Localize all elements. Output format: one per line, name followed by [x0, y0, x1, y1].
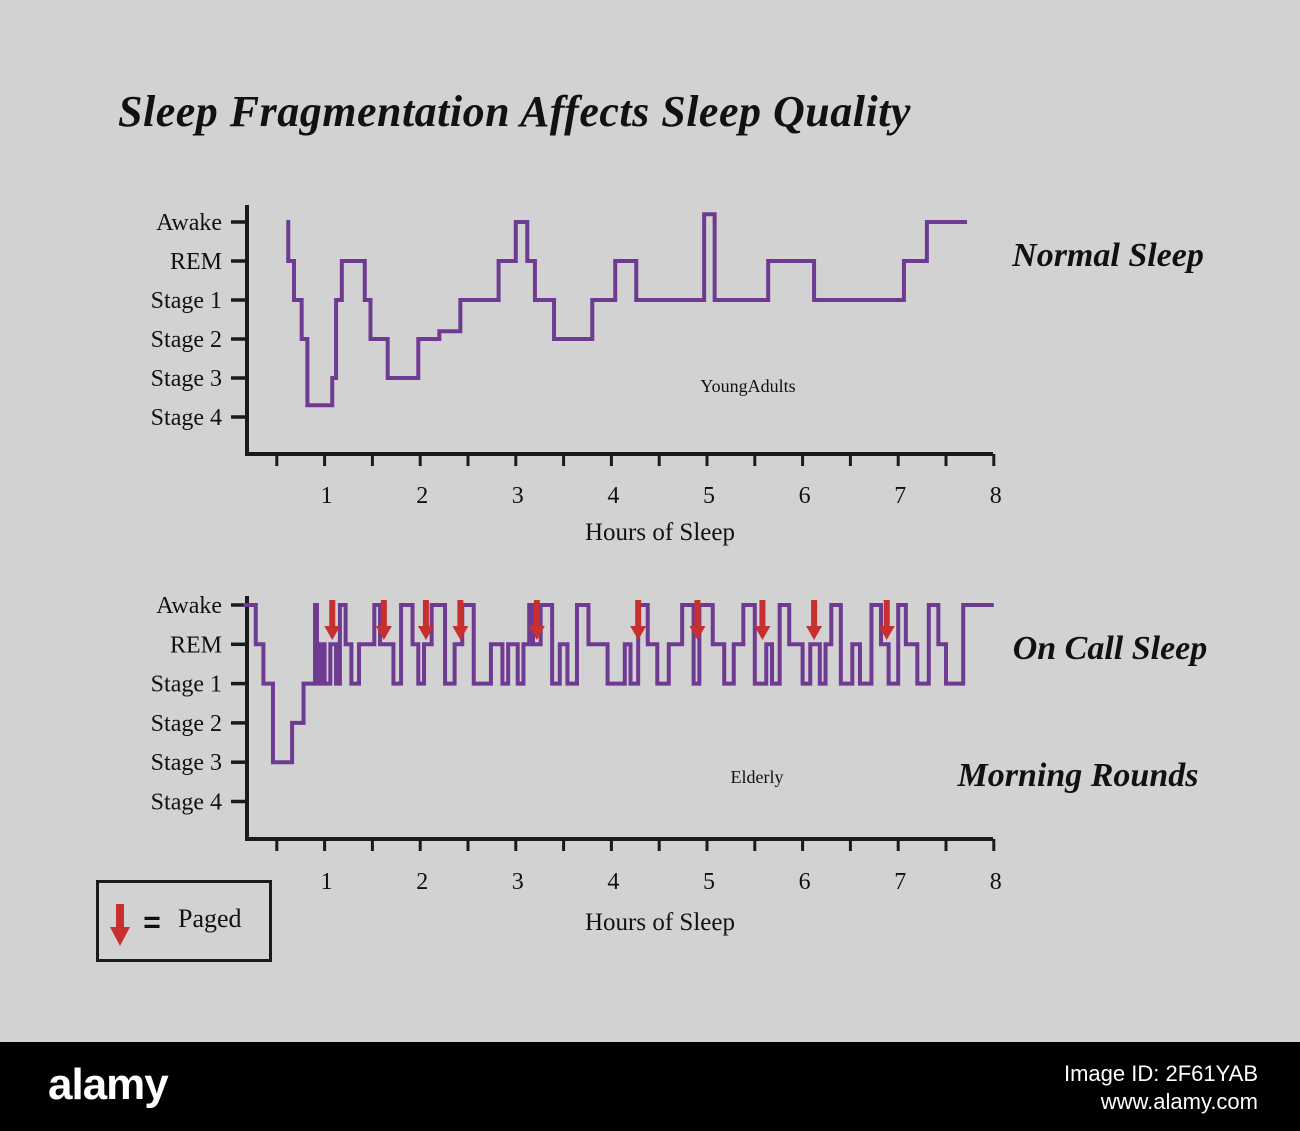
paged-arrow-marker: [375, 600, 392, 640]
paged-arrow-marker: [630, 600, 647, 640]
x-tick-label: 6: [799, 869, 811, 895]
hypnogram-line: [243, 603, 994, 765]
y-tick-label: Stage 4: [151, 790, 222, 816]
x-tick-label: 3: [512, 483, 524, 509]
footer-id: Image ID: 2F61YAB www.alamy.com: [1064, 1060, 1258, 1116]
hypnogram-line: [286, 212, 968, 408]
panel-annotation: Elderly: [731, 767, 784, 787]
x-tick-label: 1: [321, 869, 333, 895]
panel-subtitle: Normal Sleep: [1011, 237, 1204, 274]
y-tick-label: Stage 2: [151, 711, 222, 737]
x-axis-label: Hours of Sleep: [585, 519, 735, 546]
paged-arrow-marker: [689, 600, 706, 640]
paged-arrow-marker: [806, 600, 823, 640]
panel-annotation: YoungAdults: [700, 376, 795, 396]
y-tick-label: Awake: [156, 593, 222, 619]
y-tick-label: Stage 4: [151, 405, 222, 431]
paged-arrow-marker: [324, 600, 341, 640]
hypnogram-charts: Awake REM Stage 1 Stage 2 Stage 3 Stage 4 1 2 3 4…: [110, 205, 1208, 946]
x-tick-label: 4: [607, 869, 619, 895]
x-tick-label: 7: [894, 869, 906, 895]
y-tick-label: REM: [170, 632, 222, 658]
y-tick-label: Stage 3: [151, 366, 222, 392]
x-axis-label: Hours of Sleep: [585, 909, 735, 936]
footer-logo: alamy: [48, 1060, 169, 1109]
x-tick-label: 2: [416, 483, 428, 509]
paged-arrow-marker: [417, 600, 434, 640]
x-tick-label: 5: [703, 483, 715, 509]
x-tick-label: 6: [799, 483, 811, 509]
legend-box: [96, 880, 272, 962]
footer-bar: alamy Image ID: 2F61YAB www.alamy.com: [0, 1042, 1300, 1131]
x-tick-label: 5: [703, 869, 715, 895]
y-tick-label: Stage 1: [151, 672, 222, 698]
x-tick-label: 7: [894, 483, 906, 509]
site-url: www.alamy.com: [1100, 1089, 1258, 1114]
y-tick-label: Awake: [156, 210, 222, 236]
y-tick-label: Stage 1: [151, 288, 222, 314]
x-tick-label: 8: [990, 869, 1002, 895]
image-id: Image ID: 2F61YAB: [1063, 1061, 1258, 1086]
panel-subtitle-secondary: Morning Rounds: [957, 757, 1199, 794]
panel-subtitle: On Call Sleep: [1013, 630, 1208, 667]
paged-arrow-marker: [528, 600, 545, 640]
legend-label: Paged: [178, 904, 242, 933]
x-tick-label: 2: [416, 869, 428, 895]
paged-arrow-marker: [452, 600, 469, 640]
paged-arrow-marker: [754, 600, 771, 640]
y-tick-label: REM: [170, 249, 222, 275]
x-tick-label: 3: [512, 869, 524, 895]
y-tick-label: Stage 2: [151, 327, 222, 353]
chart-title: Sleep Fragmentation Affects Sleep Qualit…: [118, 87, 911, 136]
x-tick-label: 4: [607, 483, 619, 509]
legend-arrow-icon: [110, 904, 130, 946]
paged-arrow-marker: [878, 600, 895, 640]
legend-equals: =: [143, 906, 161, 939]
y-tick-label: Stage 3: [151, 750, 222, 776]
x-tick-label: 8: [990, 483, 1002, 509]
x-tick-label: 1: [321, 483, 333, 509]
